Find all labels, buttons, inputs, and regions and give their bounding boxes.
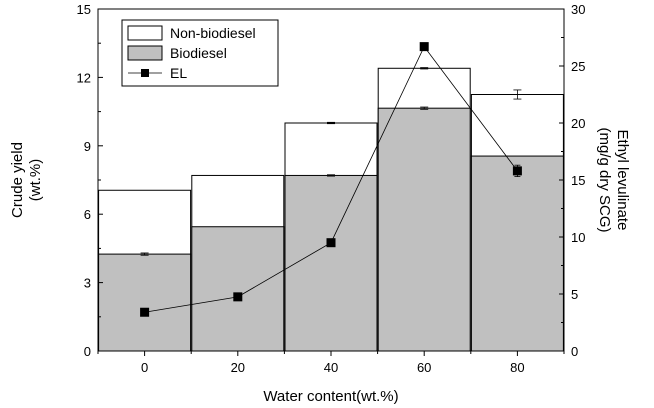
el-line-layer	[140, 42, 522, 317]
legend-label-non-biodiesel: Non-biodiesel	[170, 25, 256, 41]
el-point-80	[512, 166, 522, 176]
x-tick-label-0: 0	[141, 360, 148, 375]
y-left-tick-label-0: 0	[84, 344, 91, 359]
x-tick-label-80: 80	[510, 360, 524, 375]
axes-layer: 0 3 6 9 12 15 0 5 10 15 20 25 30 0 20 40 60 80	[77, 2, 586, 375]
bar-biodiesel-0	[98, 253, 192, 352]
y-right-tick-label-5: 5	[571, 287, 578, 302]
legend-swatch-biodiesel	[127, 45, 163, 61]
y-right-tick-label-30: 30	[571, 2, 585, 17]
el-point-20	[233, 292, 243, 302]
y-left-label-line-2: (wt.%)	[27, 159, 44, 202]
el-point-0	[140, 307, 150, 317]
y-right-tick-label-10: 10	[571, 230, 585, 245]
y-left-tick-label-6: 6	[84, 207, 91, 222]
x-tick-label-20: 20	[231, 360, 245, 375]
y-right-label-line-1: Ethyl levulinate	[614, 130, 631, 231]
legend-label-biodiesel: Biodiesel	[170, 45, 227, 61]
bar-biodiesel-60	[377, 107, 471, 352]
legend: Non-biodiesel Biodiesel EL	[121, 19, 279, 87]
bar-biodiesel-40	[284, 174, 378, 352]
y-left-label-line-1: Crude yield	[9, 142, 26, 218]
el-point-40	[326, 238, 336, 248]
y-left-tick-label-15: 15	[77, 2, 91, 17]
bars-layer	[98, 67, 564, 352]
bar-biodiesel-20	[191, 226, 285, 352]
y-right-tick-label-0: 0	[571, 344, 578, 359]
y-right-axis-label: Ethyl levulinate (mg/g dry SCG)	[596, 127, 631, 232]
y-left-tick-label-9: 9	[84, 139, 91, 154]
x-tick-label-60: 60	[417, 360, 431, 375]
legend-swatch-el-marker	[141, 69, 149, 77]
legend-label-el: EL	[170, 65, 187, 81]
y-left-tick-label-12: 12	[77, 70, 91, 85]
legend-swatch-non-biodiesel	[127, 25, 163, 41]
y-right-tick-label-20: 20	[571, 116, 585, 131]
x-tick-label-40: 40	[324, 360, 338, 375]
y-right-tick-label-25: 25	[571, 59, 585, 74]
y-right-label-line-2: (mg/g dry SCG)	[596, 127, 613, 232]
x-axis-label: Water content(wt.%)	[263, 388, 398, 405]
y-left-axis-label: Crude yield (wt.%)	[9, 142, 44, 218]
el-point-60	[419, 42, 429, 52]
bar-biodiesel-80	[470, 155, 564, 352]
y-right-tick-label-15: 15	[571, 173, 585, 188]
y-left-tick-label-3: 3	[84, 276, 91, 291]
